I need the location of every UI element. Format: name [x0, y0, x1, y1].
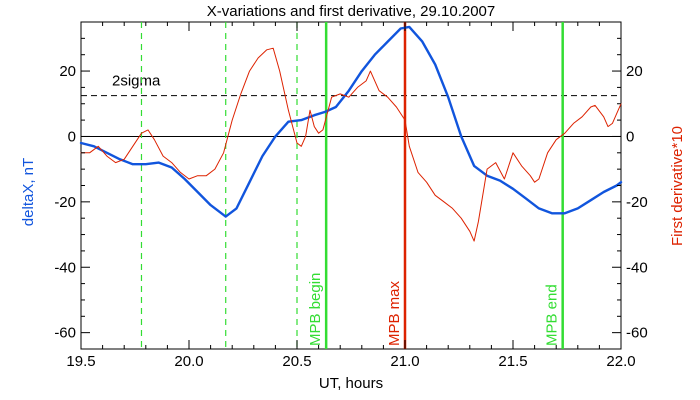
reference-line-label: 2sigma	[112, 73, 161, 90]
x-tick-label: 21.5	[498, 353, 527, 370]
series-line-1	[80, 47, 622, 242]
x-tick-label: 20.0	[174, 353, 203, 370]
chart-title: X-variations and first derivative, 29.10…	[207, 3, 496, 20]
axis-ticks: 19.5 20.0 20.5 21.0 21.5 22.0 -60 -60 -40 -40 -20 -…	[54, 21, 648, 370]
y-tick-label-right: -60	[626, 325, 648, 342]
y-tick-label-right: -20	[626, 194, 648, 211]
y-tick-label-right: -40	[626, 259, 648, 276]
y-tick-label-right: 20	[626, 63, 643, 80]
x-tick-label: 22.0	[606, 353, 635, 370]
y-axis-label-left: deltaX, nT	[20, 158, 37, 226]
marker-label: MPB begin	[307, 273, 324, 346]
reference-lines: 2sigma	[81, 73, 621, 137]
series-lines	[79, 25, 623, 242]
y-tick-label-left: -40	[54, 259, 76, 276]
y-tick-label-left: -60	[54, 325, 76, 342]
vertical-markers: MPB begin MPB max MPB end	[140, 22, 564, 349]
y-tick-label-right: 0	[626, 128, 634, 145]
marker-label: MPB max	[386, 280, 403, 346]
y-tick-label-left: 0	[68, 128, 76, 145]
plot-frame	[80, 21, 622, 350]
y-tick-label-left: 20	[59, 63, 76, 80]
x-tick-label: 20.5	[282, 353, 311, 370]
marker-label: MPB end	[544, 284, 561, 346]
y-axis-label-right: First derivative*10	[669, 126, 686, 246]
x-axis-label: UT, hours	[319, 375, 383, 392]
x-tick-label: 21.0	[390, 353, 419, 370]
x-tick-label: 19.5	[66, 353, 95, 370]
series-line-0	[79, 25, 623, 218]
plot-area	[80, 21, 622, 350]
y-tick-label-left: -20	[54, 194, 76, 211]
